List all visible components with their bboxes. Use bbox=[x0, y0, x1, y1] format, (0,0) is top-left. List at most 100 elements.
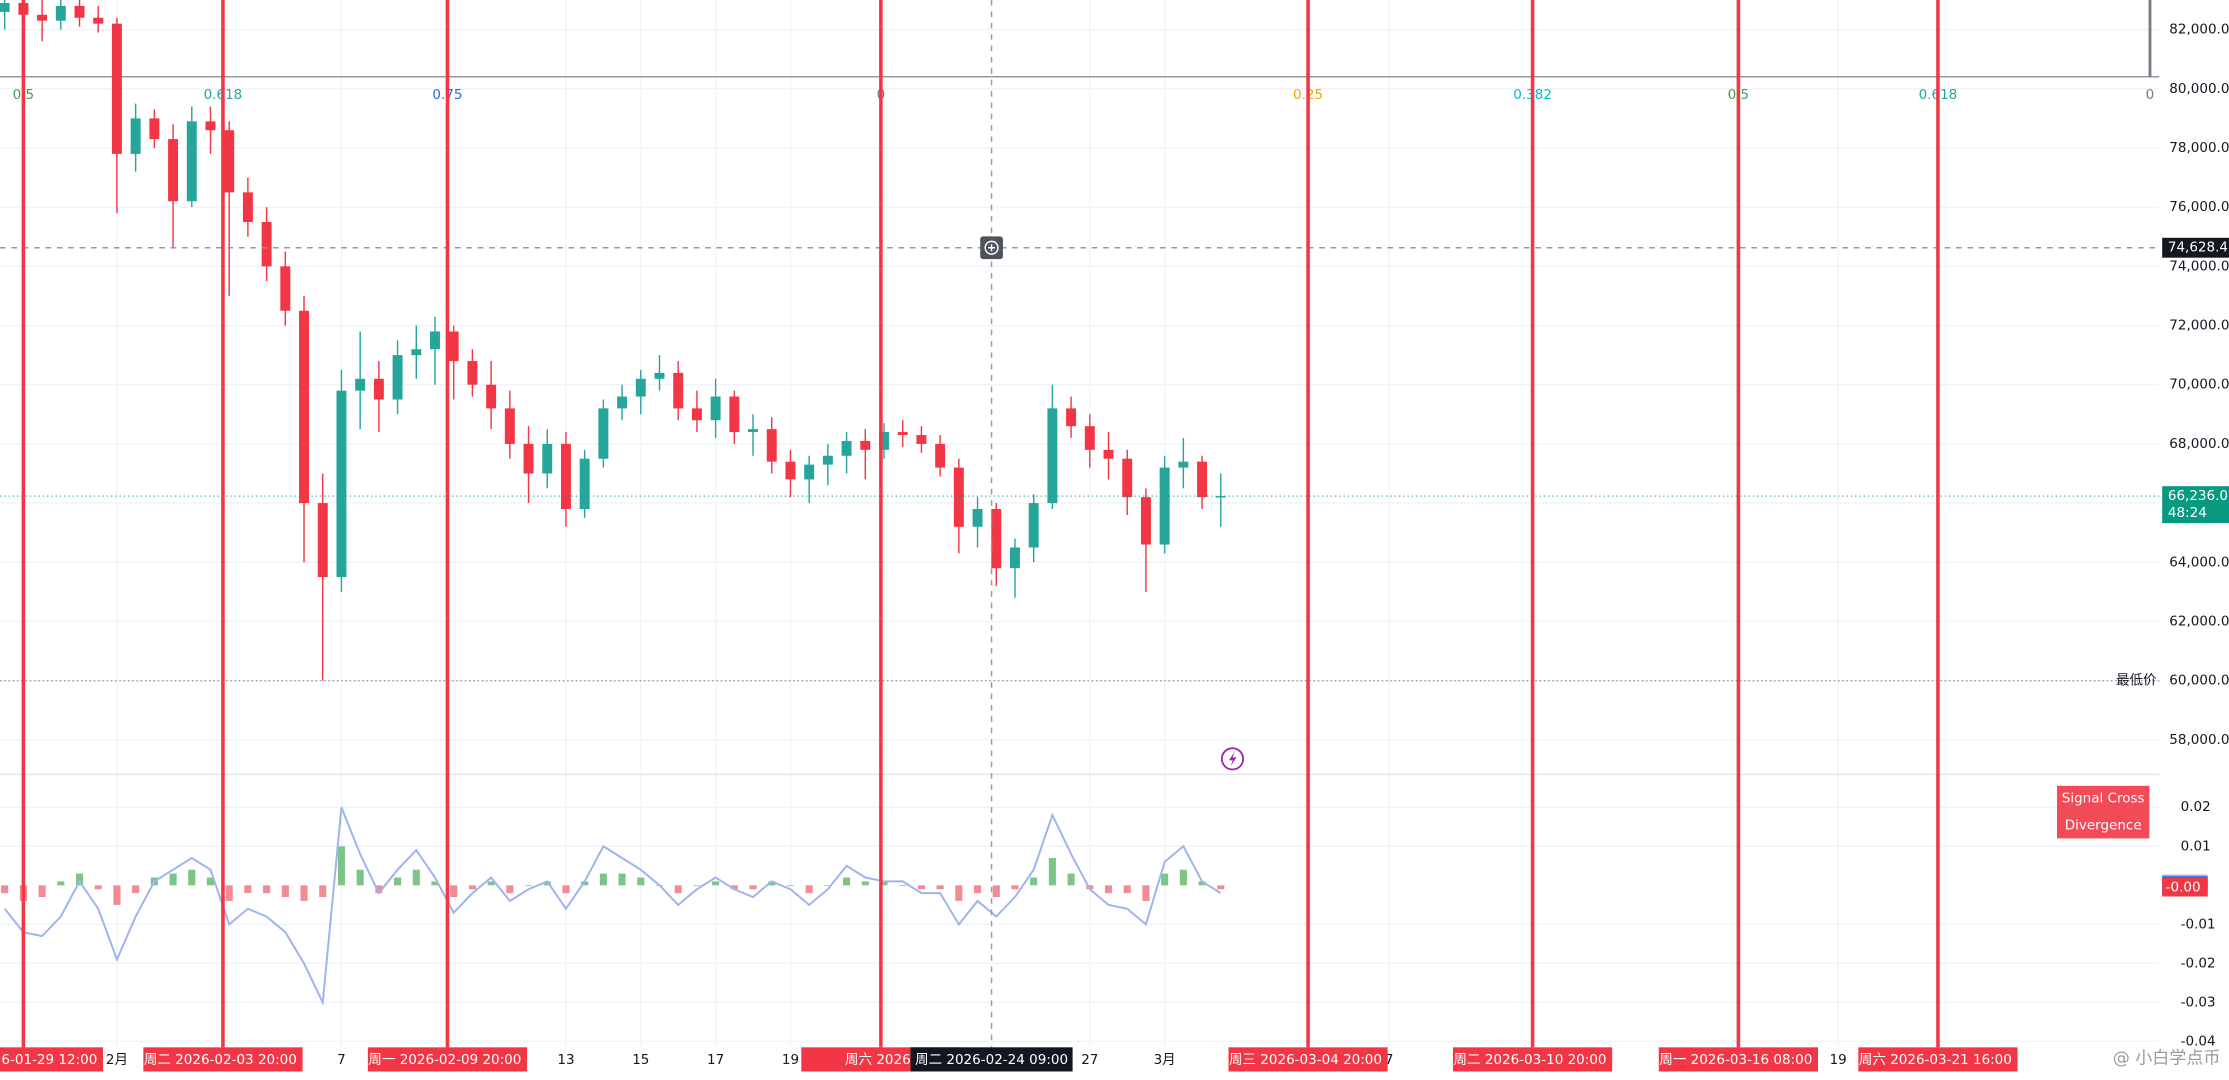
marker-label-box bbox=[0, 1047, 103, 1072]
candle-body bbox=[804, 464, 815, 480]
x-tick-label: 27 bbox=[1081, 1052, 1098, 1068]
candle-body bbox=[673, 372, 684, 409]
histogram-bar bbox=[1030, 877, 1038, 886]
candle-body bbox=[729, 396, 740, 433]
last-price-label: 66,236.01 bbox=[2168, 488, 2229, 504]
crosshair-button-plus bbox=[988, 244, 996, 252]
histogram-bar bbox=[1048, 858, 1056, 886]
price-axis-background bbox=[2159, 0, 2229, 1048]
countdown: 48:24 bbox=[2168, 505, 2207, 521]
indicator-value-label: -0.00 bbox=[2166, 879, 2201, 895]
histogram-bar bbox=[1104, 885, 1113, 894]
histogram-bar bbox=[506, 885, 514, 894]
histogram-bar bbox=[543, 881, 551, 886]
candle-body bbox=[74, 5, 85, 18]
histogram-bar bbox=[880, 881, 888, 886]
candle-body bbox=[224, 130, 235, 193]
last-price-box bbox=[2162, 486, 2229, 524]
histogram-bar bbox=[749, 885, 757, 890]
histogram-bar bbox=[394, 877, 402, 886]
candle-body bbox=[785, 461, 796, 480]
candle-body bbox=[953, 467, 964, 527]
indicator-value-box bbox=[2162, 878, 2208, 897]
marker-label: 周六 2026-03-21 16:00 bbox=[1859, 1052, 2012, 1068]
candle-body bbox=[935, 443, 946, 468]
candle-body bbox=[897, 432, 908, 436]
histogram-bar bbox=[263, 885, 271, 894]
marker-label-box bbox=[367, 1047, 528, 1072]
y-tick-label: 64,000.00 bbox=[2169, 554, 2229, 570]
histogram-bar bbox=[225, 885, 233, 901]
candle-body bbox=[336, 390, 347, 578]
y2-tick-label: -0.04 bbox=[2181, 1033, 2216, 1049]
histogram-bar bbox=[57, 881, 65, 886]
candle-body bbox=[280, 266, 291, 311]
marker-label-box bbox=[1658, 1047, 1818, 1072]
lightning-icon bbox=[1220, 747, 1245, 771]
candle-body bbox=[766, 429, 777, 462]
crosshair-y-label: 74,628.42 bbox=[2168, 240, 2229, 256]
icon-bolt bbox=[1228, 751, 1237, 766]
marker-label-box bbox=[1858, 1047, 2018, 1072]
histogram-bar bbox=[337, 846, 345, 886]
indicator-line bbox=[3, 806, 1222, 1007]
histogram-bar bbox=[843, 877, 851, 886]
histogram-bar bbox=[917, 885, 925, 890]
candle-body bbox=[1140, 497, 1151, 545]
y2-tick-label: -0.03 bbox=[2181, 994, 2216, 1010]
fib-label: 0 bbox=[2146, 87, 2155, 103]
candle-body bbox=[1066, 408, 1077, 427]
y-tick-label: 78,000.00 bbox=[2169, 140, 2229, 156]
marker-label-box bbox=[1452, 1047, 1613, 1072]
candle-body bbox=[1159, 467, 1170, 545]
histogram-bar bbox=[468, 885, 476, 890]
marker-label-box bbox=[143, 1047, 303, 1072]
histogram-bar bbox=[786, 885, 795, 887]
watermark: @ 小白学点币 bbox=[2113, 1049, 2221, 1069]
histogram-bar bbox=[861, 881, 869, 886]
x-tick-label: 19 bbox=[1830, 1052, 1847, 1068]
histogram-bar bbox=[936, 885, 944, 890]
histogram-bar bbox=[1, 885, 9, 894]
y-tick-label: 60,000.00 bbox=[2169, 673, 2229, 689]
x-tick-label: 3月 bbox=[1154, 1052, 1176, 1068]
candle-body bbox=[879, 432, 889, 450]
histogram-bar bbox=[899, 885, 907, 887]
candle-body bbox=[37, 14, 48, 21]
candle-body bbox=[1028, 503, 1039, 548]
y2-tick-label: 0.01 bbox=[2181, 838, 2211, 854]
histogram-bar bbox=[1217, 885, 1225, 890]
candle-body bbox=[373, 378, 384, 400]
y-tick-label: 70,000.00 bbox=[2169, 377, 2229, 393]
marker-label: 周二 2026-02-03 20:00 bbox=[144, 1052, 297, 1068]
histogram-bar bbox=[712, 881, 720, 886]
histogram-bar bbox=[955, 885, 963, 901]
grid bbox=[0, 0, 2160, 1048]
candle-body bbox=[542, 443, 553, 474]
annotation-text: Divergence bbox=[2065, 818, 2142, 834]
x-tick-label: 13 bbox=[557, 1052, 574, 1068]
candle-body bbox=[261, 221, 272, 267]
histogram-bar bbox=[300, 885, 308, 901]
histogram-bar bbox=[693, 885, 701, 887]
x-tick-label: 7 bbox=[1385, 1052, 1394, 1068]
histogram-bar bbox=[730, 885, 738, 890]
y2-tick-label: 0.02 bbox=[2181, 799, 2211, 815]
y-tick-label: 68,000.00 bbox=[2169, 436, 2229, 452]
histogram-bar bbox=[281, 885, 289, 898]
candle-body bbox=[93, 17, 104, 24]
histogram-bar bbox=[431, 881, 439, 886]
y2-tick-label: -0.02 bbox=[2181, 955, 2216, 971]
y-tick-label: 62,000.00 bbox=[2169, 613, 2229, 629]
histogram-bar bbox=[375, 885, 383, 894]
histogram-bar bbox=[356, 869, 364, 886]
crosshair-x-label: 周二 2026-02-24 09:00 bbox=[915, 1052, 1068, 1068]
candle-body bbox=[168, 139, 179, 202]
histogram-bar bbox=[524, 885, 533, 887]
candle-body bbox=[841, 440, 852, 456]
histogram-bar bbox=[1198, 881, 1206, 886]
candle-body bbox=[1122, 458, 1133, 498]
candle-body bbox=[598, 408, 609, 459]
